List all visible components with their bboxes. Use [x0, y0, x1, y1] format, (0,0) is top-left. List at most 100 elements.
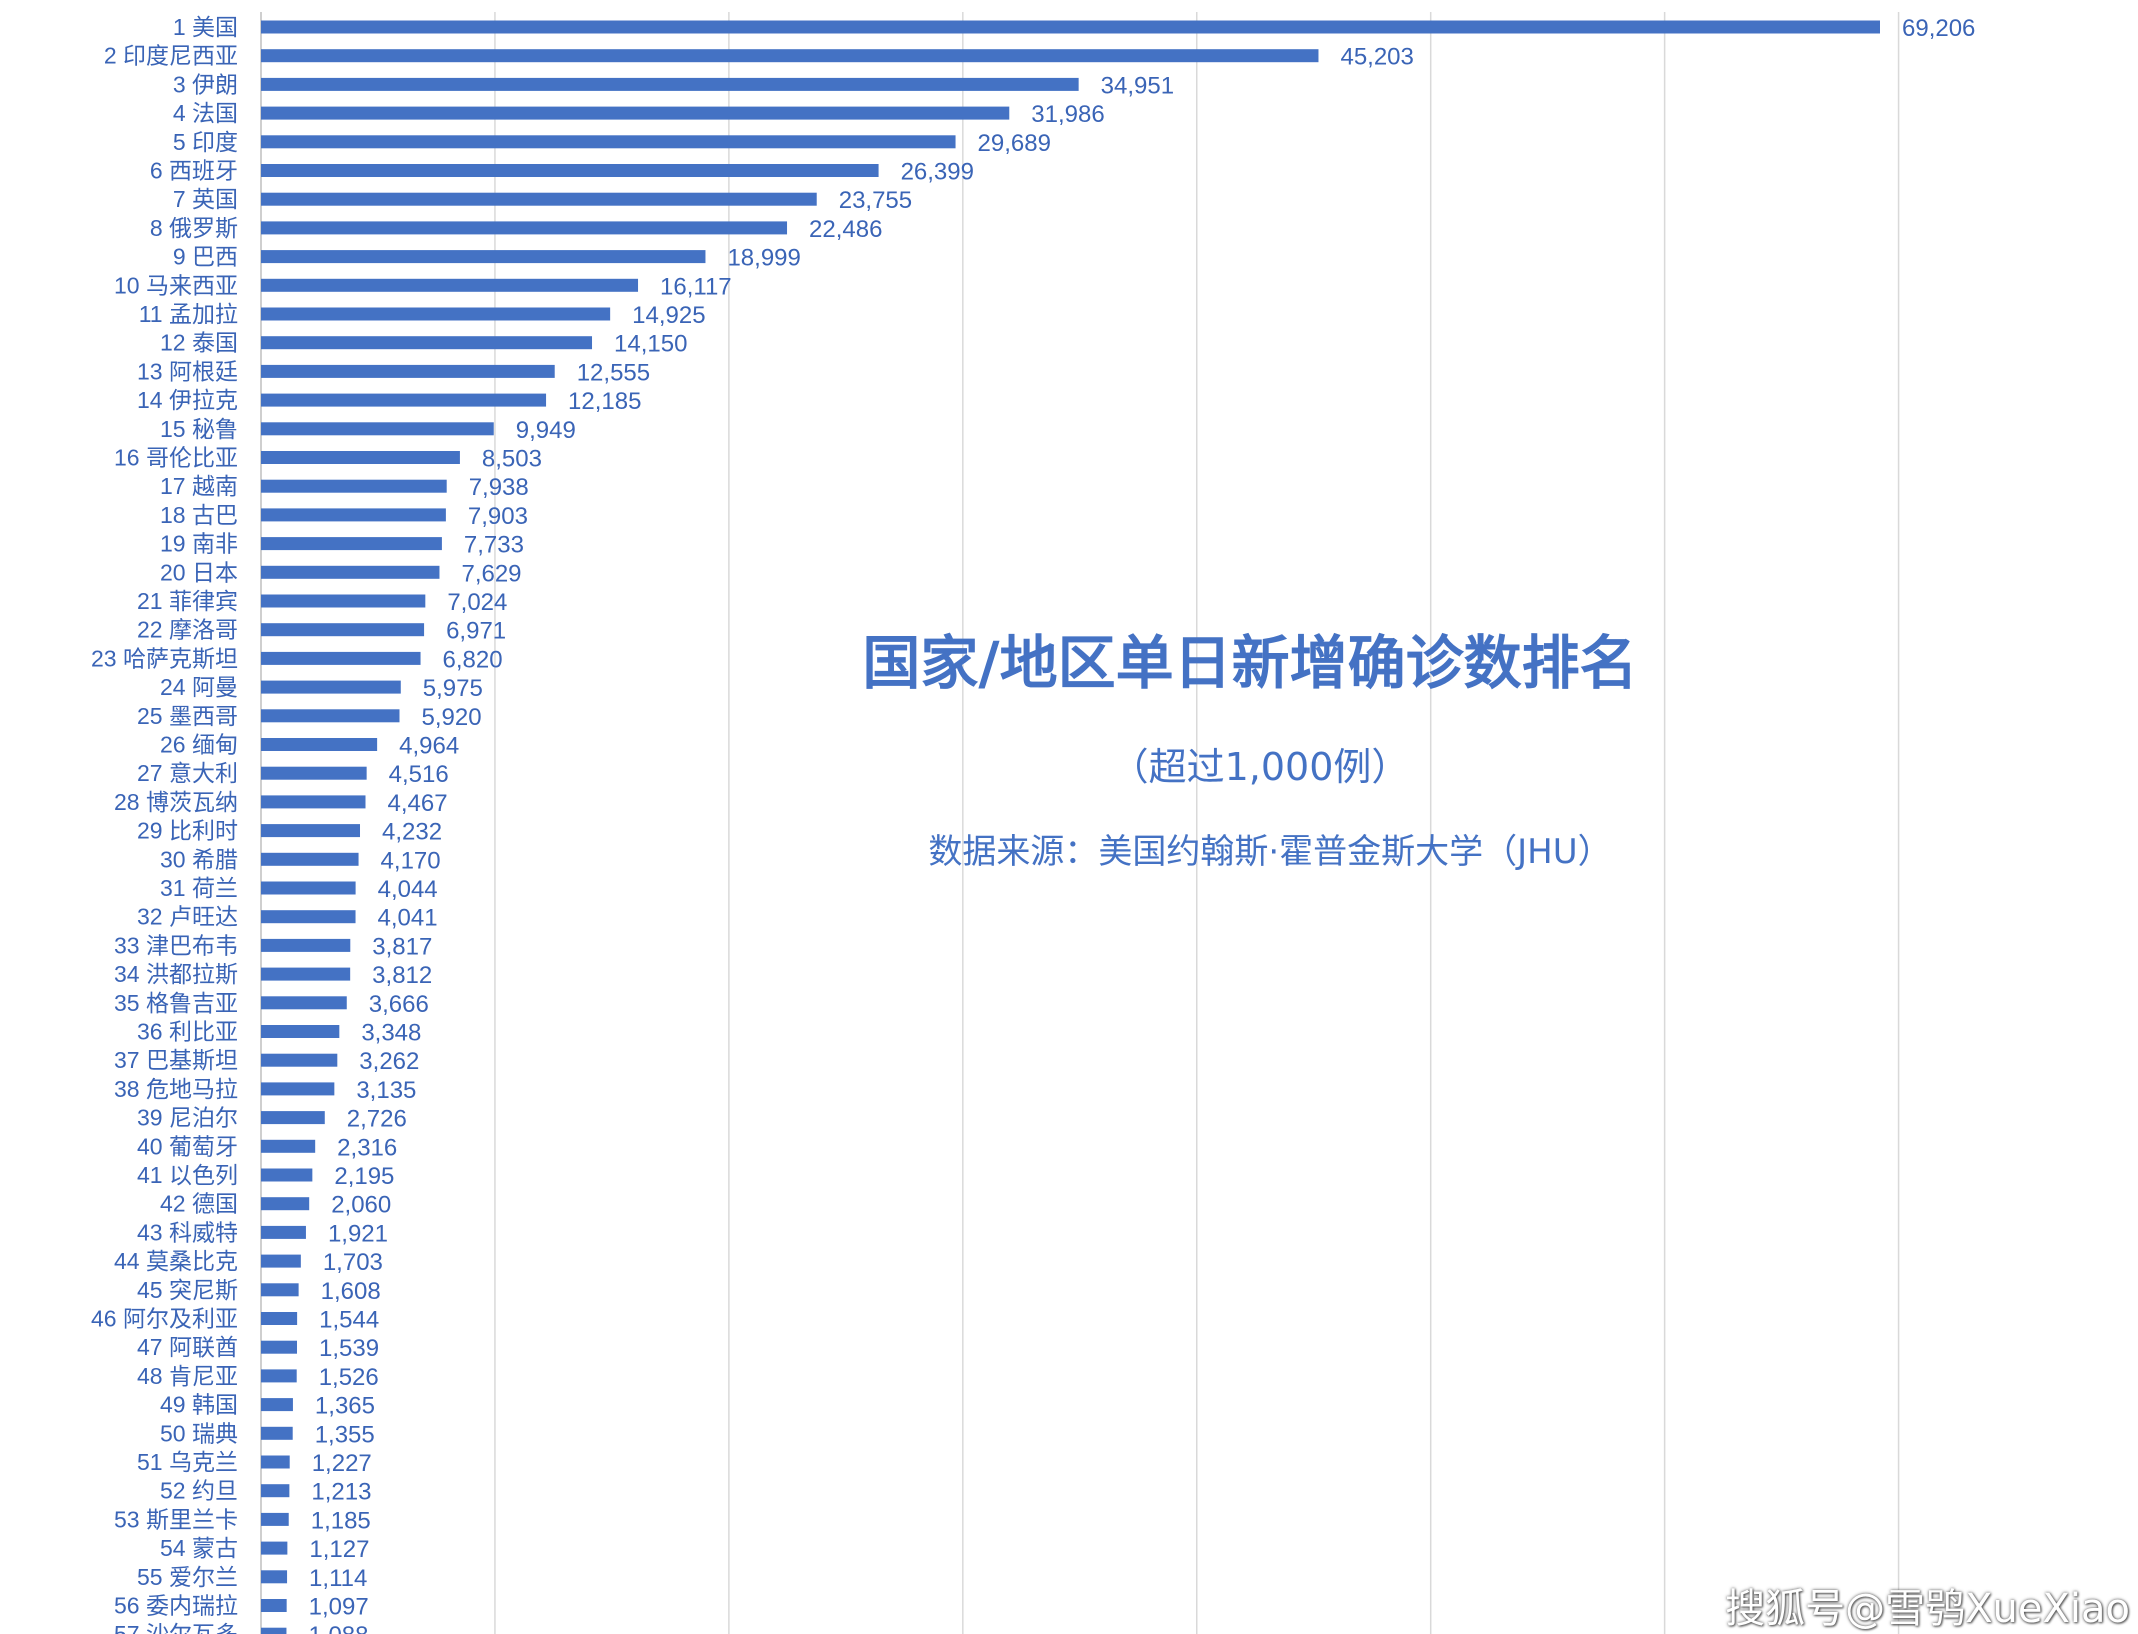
category-label: 36 利比亚: [137, 1019, 238, 1045]
value-label: 4,041: [378, 905, 438, 932]
value-label: 3,666: [369, 991, 429, 1018]
value-label: 9,949: [516, 417, 576, 444]
value-label: 34,951: [1101, 72, 1174, 99]
bar: [261, 537, 442, 551]
value-label: 4,232: [382, 819, 442, 846]
category-label: 8 俄罗斯: [150, 215, 238, 241]
value-label: 1,703: [323, 1249, 383, 1276]
value-label: 1,539: [319, 1335, 379, 1362]
bar: [261, 594, 426, 608]
bar: [261, 307, 611, 321]
bar: [261, 996, 347, 1010]
value-label: 3,812: [372, 962, 432, 989]
value-label: 1,185: [311, 1507, 371, 1534]
category-label: 28 博茨瓦纳: [114, 789, 238, 815]
category-label: 42 德国: [160, 1191, 238, 1217]
category-label: 1 美国: [173, 14, 238, 40]
category-label: 14 伊拉克: [137, 387, 238, 413]
bar: [261, 422, 494, 436]
category-label: 52 约旦: [160, 1478, 238, 1504]
value-label: 23,755: [839, 187, 912, 214]
category-label: 31 荷兰: [160, 875, 238, 901]
bar: [261, 364, 555, 378]
category-label: 15 秘鲁: [160, 416, 238, 442]
category-label: 19 南非: [160, 531, 238, 557]
category-label: 5 印度: [173, 129, 238, 155]
bar: [261, 1225, 306, 1239]
category-label: 12 泰国: [160, 330, 238, 356]
watermark: 搜狐号@雪鸮XueXiao: [1725, 1586, 2130, 1632]
value-label: 4,516: [389, 761, 449, 788]
chart-title: 国家/地区单日新增确诊数排名: [862, 629, 1638, 697]
bar: [261, 49, 1319, 63]
category-label: 17 越南: [160, 473, 238, 499]
category-label: 37 巴基斯坦: [114, 1047, 238, 1073]
value-label: 3,262: [359, 1048, 419, 1075]
category-label: 26 缅甸: [160, 732, 238, 758]
value-label: 16,117: [660, 273, 732, 300]
bar: [261, 1541, 288, 1555]
value-label: 31,986: [1031, 101, 1104, 128]
value-label: 2,726: [347, 1106, 407, 1133]
category-label: 48 肯尼亚: [137, 1363, 238, 1389]
value-label: 4,044: [378, 876, 438, 903]
bar: [261, 565, 440, 579]
category-label: 11 孟加拉: [139, 301, 238, 327]
bar: [261, 1168, 313, 1182]
category-label: 7 英国: [173, 186, 238, 212]
value-label: 6,971: [446, 618, 506, 645]
category-label: 20 日本: [160, 559, 238, 585]
value-label: 2,060: [331, 1192, 391, 1219]
bar: [261, 852, 359, 866]
bar: [261, 766, 367, 780]
bar: [261, 135, 956, 149]
bar: [261, 680, 401, 694]
bar: [261, 910, 356, 924]
category-label: 49 韩国: [160, 1392, 238, 1418]
category-label: 55 爱尔兰: [137, 1564, 238, 1590]
bar: [261, 1254, 301, 1268]
bar: [261, 250, 706, 264]
bar: [261, 1570, 288, 1584]
category-label: 35 格鲁吉亚: [114, 990, 238, 1016]
bar: [261, 1627, 287, 1634]
value-label: 12,185: [568, 388, 641, 415]
category-label: 22 摩洛哥: [137, 617, 238, 643]
value-label: 2,195: [334, 1163, 394, 1190]
bar: [261, 192, 817, 206]
value-label: 26,399: [901, 159, 974, 186]
category-label: 45 突尼斯: [137, 1277, 238, 1303]
bar: [261, 1197, 310, 1211]
value-label: 22,486: [809, 216, 882, 243]
bar: [261, 824, 361, 838]
bar: [261, 1398, 293, 1412]
category-label: 38 危地马拉: [114, 1076, 238, 1102]
category-label: 23 哈萨克斯坦: [91, 645, 238, 671]
value-label: 1,127: [309, 1536, 369, 1563]
category-label: 30 希腊: [160, 846, 238, 872]
value-label: 69,206: [1902, 15, 1975, 42]
value-label: 7,903: [468, 503, 528, 530]
category-label: 50 瑞典: [160, 1420, 238, 1446]
bar: [261, 77, 1079, 91]
bar: [261, 1312, 298, 1325]
value-label: 1,227: [312, 1450, 372, 1477]
bar: [261, 1082, 335, 1096]
bar: [261, 20, 1880, 34]
value-label: 14,925: [632, 302, 705, 329]
value-label: 4,170: [381, 847, 441, 874]
category-label: 33 津巴布韦: [114, 932, 238, 958]
bar: [261, 1283, 299, 1297]
category-label: 18 古巴: [160, 502, 238, 528]
value-label: 2,316: [337, 1134, 397, 1161]
value-label: 4,467: [388, 790, 448, 817]
bar: [261, 451, 460, 464]
category-label: 51 乌克兰: [137, 1449, 238, 1475]
bar: [261, 651, 421, 665]
bar: [261, 1426, 293, 1440]
value-label: 5,975: [423, 675, 483, 702]
category-label: 32 卢旺达: [137, 904, 238, 930]
category-label: 10 马来西亚: [114, 272, 238, 298]
value-label: 1,365: [315, 1393, 375, 1420]
